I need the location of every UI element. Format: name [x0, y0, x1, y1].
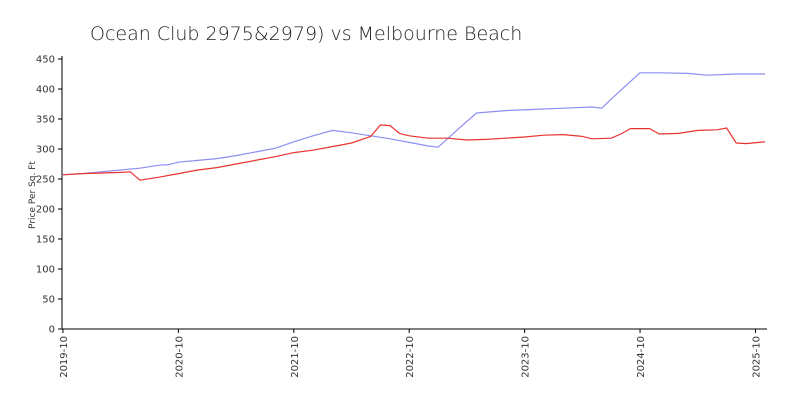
x-tick-label: 2025-10 [751, 336, 762, 378]
y-tick-label: 50 [42, 295, 55, 306]
y-tick-label: 350 [36, 115, 55, 126]
y-tick-label: 300 [36, 145, 55, 156]
y-tick-label: 200 [36, 205, 55, 216]
series-line-1 [62, 72, 766, 176]
series-line-2 [62, 124, 766, 181]
x-axis: 2019-10 2020-10 2021-10 2022-10 2023-10 2024-… [59, 328, 767, 378]
y-axis-title: Price Per Sq. Ft [28, 161, 38, 229]
y-tick-label: 450 [36, 55, 55, 66]
x-tick-label: 2020-10 [174, 336, 185, 378]
y-tick-label: 0 [49, 325, 55, 336]
y-tick-label: 250 [36, 175, 55, 186]
x-tick-label: 2019-10 [59, 336, 70, 378]
x-tick-label: 2021-10 [290, 336, 301, 378]
y-axis: 0 50 100 150 200 250 300 350 400 450 [36, 55, 63, 336]
x-tick-label: 2022-10 [405, 336, 416, 378]
y-tick-label: 400 [36, 85, 55, 96]
chart-title: Ocean Club 2975&2979) vs Melbourne Beach [90, 23, 522, 45]
y-tick-label: 150 [36, 235, 55, 246]
series-layer [62, 72, 766, 181]
y-tick-label: 100 [36, 265, 55, 276]
x-tick-label: 2023-10 [521, 336, 532, 378]
x-tick-label: 2024-10 [636, 336, 647, 378]
